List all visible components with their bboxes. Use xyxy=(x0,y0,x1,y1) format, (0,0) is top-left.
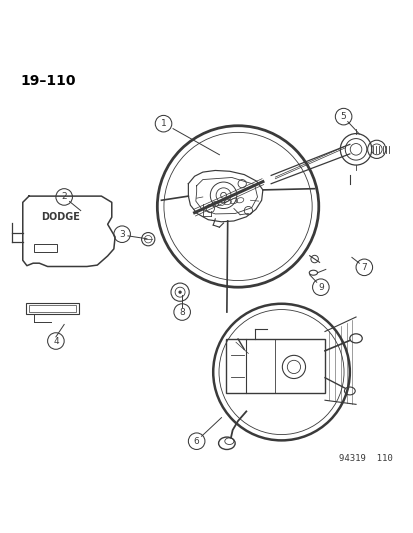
Text: 7: 7 xyxy=(361,263,366,272)
Circle shape xyxy=(178,290,181,294)
Bar xyxy=(225,339,324,393)
Text: 4: 4 xyxy=(53,336,59,345)
Text: 5: 5 xyxy=(340,112,346,121)
Text: 9: 9 xyxy=(317,282,323,292)
Text: 3: 3 xyxy=(119,230,125,239)
Bar xyxy=(26,303,79,314)
Bar xyxy=(29,305,76,312)
Text: 1: 1 xyxy=(160,119,166,128)
Bar xyxy=(34,244,57,252)
Text: DODGE: DODGE xyxy=(40,212,79,222)
Text: 94319  110: 94319 110 xyxy=(339,454,392,463)
Text: 19–110: 19–110 xyxy=(21,74,76,88)
Text: 2: 2 xyxy=(61,192,67,201)
Text: 8: 8 xyxy=(179,308,185,317)
Text: 6: 6 xyxy=(193,437,199,446)
